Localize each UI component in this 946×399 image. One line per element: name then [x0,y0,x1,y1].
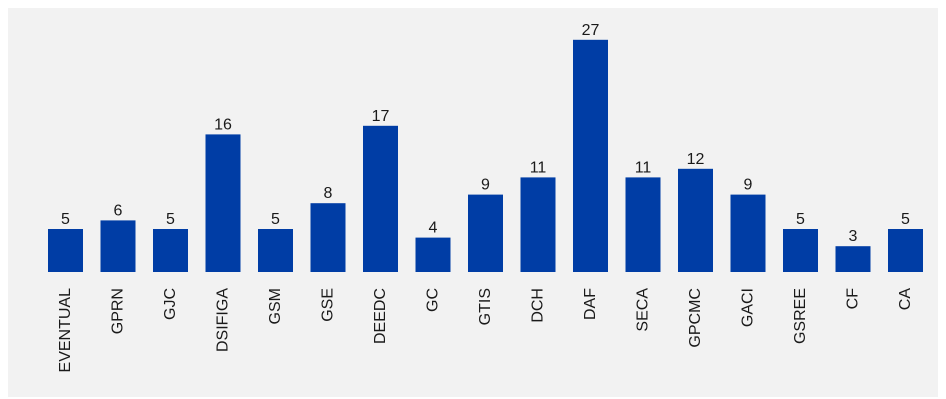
tick-label-gsree: GSREE [792,288,809,344]
data-label-daf: 27 [582,22,600,39]
data-label-gaci: 9 [744,177,753,194]
data-label-gc: 4 [429,220,438,237]
bar-eventual [48,229,83,272]
data-label-gsm: 5 [271,211,280,228]
data-label-gpcmc: 12 [687,151,705,168]
data-label-ca: 5 [901,211,910,228]
bar-gsree [783,229,818,272]
data-label-cf: 3 [849,228,858,245]
bar-deedc [363,125,398,272]
data-label-gse: 8 [324,185,333,202]
bar-gpcmc [678,168,713,272]
bar-gse [310,203,346,272]
tick-label-gse: GSE [320,288,337,322]
tick-label-seca: SECA [635,288,652,332]
tick-label-daf: DAF [582,288,599,320]
bar-gprn [100,220,136,272]
tick-label-gprn: GPRN [110,288,127,334]
data-label-seca: 11 [635,159,652,176]
tick-label-deedc: DEEDC [372,288,389,344]
data-label-eventual: 5 [61,211,70,228]
tick-label-gc: GC [425,288,442,312]
bar-dsifiga [205,134,241,272]
data-label-dch: 11 [530,159,547,176]
tick-label-cf: CF [845,288,862,310]
bar-dch [520,177,556,272]
bar-gtis [468,194,503,272]
tick-label-eventual: EVENTUAL [57,288,74,373]
data-label-dsifiga: 16 [214,116,232,133]
tick-label-dsifiga: DSIFIGA [215,288,232,352]
bar-gsm [258,229,293,272]
data-label-gjc: 5 [166,211,175,228]
tick-label-gsm: GSM [267,288,284,324]
bar-gaci [730,194,766,272]
bar-cf [835,246,871,272]
tick-label-dch: DCH [530,288,547,323]
data-label-gprn: 6 [114,202,123,219]
bar-ca [888,229,923,272]
bar-gjc [153,229,188,272]
tick-label-gaci: GACI [740,288,757,327]
tick-label-ca: CA [897,288,914,311]
bar-seca [625,177,661,272]
tick-label-gpcmc: GPCMC [687,288,704,348]
data-label-gsree: 5 [796,211,805,228]
data-label-deedc: 17 [372,108,390,125]
bar-daf [573,39,608,272]
tick-label-gtis: GTIS [477,288,494,325]
data-label-gtis: 9 [481,177,490,194]
bar-gc [415,237,451,272]
tick-label-gjc: GJC [162,288,179,320]
